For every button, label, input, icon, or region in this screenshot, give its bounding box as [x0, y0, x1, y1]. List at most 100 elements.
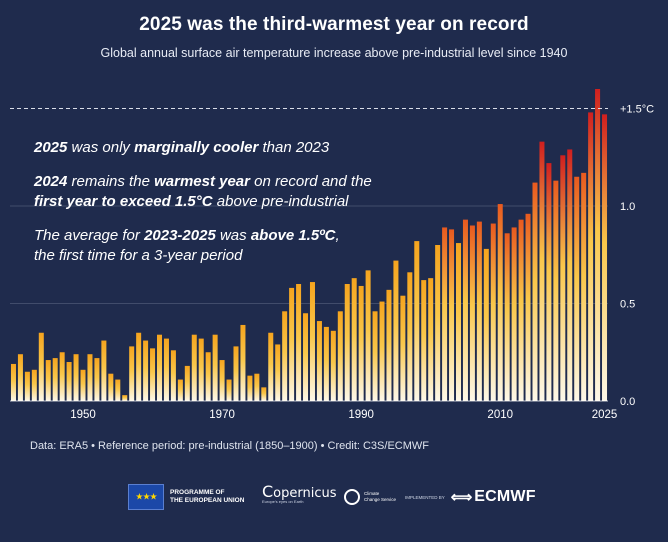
bar-1980 — [289, 287, 295, 401]
bar-1976 — [261, 387, 267, 401]
bar-1975 — [254, 373, 260, 401]
bar-1978 — [275, 344, 281, 401]
bar-2019 — [560, 155, 566, 401]
annotation-3yr-average: The average for 2023-2025 was above 1.5º… — [34, 227, 340, 264]
x-tick-1990: 1990 — [348, 409, 374, 421]
eu-flag-icon: ★★★ — [128, 484, 164, 510]
bar-1952 — [94, 358, 100, 401]
bar-1951 — [87, 354, 93, 401]
bar-1970 — [219, 360, 225, 401]
bar-1955 — [115, 379, 121, 401]
bar-1979 — [282, 311, 288, 401]
bar-2002 — [442, 227, 448, 401]
bar-1966 — [191, 334, 197, 401]
bar-1981 — [296, 284, 302, 401]
bar-1988 — [344, 284, 350, 401]
bar-1942 — [24, 371, 30, 401]
bar-2009 — [490, 223, 496, 401]
bar-1994 — [386, 289, 392, 401]
bar-2005 — [462, 219, 468, 401]
bar-1944 — [38, 332, 44, 401]
bar-1991 — [365, 270, 371, 401]
bar-2006 — [469, 225, 475, 401]
bar-1990 — [358, 285, 364, 401]
bar-2012 — [511, 227, 517, 401]
bar-1940 — [10, 363, 16, 401]
bar-2023 — [588, 112, 594, 402]
ecmwf-logo: IMPLEMENTED BY ⟺ ECMWF — [405, 488, 536, 506]
bar-1982 — [303, 313, 309, 401]
bar-2017 — [546, 163, 552, 401]
bar-2015 — [532, 182, 538, 401]
climate-globe-icon — [344, 489, 360, 505]
bar-1973 — [240, 324, 246, 401]
x-tick-1970: 1970 — [209, 409, 235, 421]
bar-1989 — [351, 278, 357, 401]
annotation-2025: 2025 was only marginally cooler than 202… — [34, 139, 330, 156]
c3s-logo: Climate Change Service — [344, 482, 396, 512]
bar-1949 — [73, 354, 79, 401]
bar-1943 — [31, 369, 37, 401]
bar-1986 — [330, 330, 336, 401]
bar-1996 — [400, 295, 406, 401]
copernicus-logo: Copernicus Europe's eyes on Earth — [262, 482, 337, 504]
bar-1999 — [421, 280, 427, 401]
bar-1956 — [122, 395, 128, 401]
x-tick-2025: 2025 — [592, 409, 618, 421]
bar-1968 — [205, 352, 211, 401]
bar-2022 — [581, 172, 587, 401]
bar-1998 — [414, 241, 420, 401]
copernicus-c-icon: C — [262, 482, 274, 501]
bar-1963 — [170, 350, 176, 401]
y-tick-0.0: 0.0 — [620, 396, 635, 408]
bar-2024 — [595, 89, 601, 401]
bar-1995 — [393, 260, 399, 401]
eu-programme-logo: ★★★ PROGRAMME OF THE EUROPEAN UNION — [128, 482, 244, 512]
bar-1974 — [247, 375, 253, 401]
bar-2000 — [428, 278, 434, 401]
bar-2014 — [525, 213, 531, 401]
chart-title: 2025 was the third-warmest year on recor… — [139, 14, 529, 35]
bar-2010 — [497, 204, 503, 401]
bar-1993 — [379, 301, 385, 401]
bar-2003 — [449, 229, 455, 401]
bar-2004 — [456, 243, 462, 401]
bar-1959 — [143, 340, 149, 401]
bar-1941 — [17, 354, 23, 401]
bar-1965 — [184, 365, 190, 401]
bar-1957 — [129, 346, 135, 401]
bar-1954 — [108, 373, 114, 401]
bar-1967 — [198, 338, 204, 401]
bar-1945 — [45, 360, 51, 401]
bar-2001 — [435, 245, 441, 401]
bar-2011 — [504, 233, 510, 401]
bar-2018 — [553, 180, 559, 401]
bar-2013 — [518, 219, 524, 401]
bar-1961 — [157, 334, 163, 401]
data-credit-note: Data: ERA5 • Reference period: pre-indus… — [30, 440, 429, 452]
bar-1946 — [52, 358, 58, 401]
bar-1947 — [59, 352, 65, 401]
y-tick-0.5: 0.5 — [620, 299, 635, 311]
x-tick-2010: 2010 — [487, 409, 513, 421]
chart-subtitle: Global annual surface air temperature in… — [100, 46, 568, 60]
bar-1962 — [163, 338, 169, 401]
bar-1960 — [150, 348, 156, 401]
bar-1950 — [80, 369, 86, 401]
reference-line-label: +1.5°C — [620, 104, 654, 116]
bar-2025 — [602, 114, 608, 401]
bar-1971 — [226, 379, 232, 401]
bar-2016 — [539, 141, 545, 401]
bar-1992 — [372, 311, 378, 401]
partner-logos: ★★★ PROGRAMME OF THE EUROPEAN UNION Cope… — [0, 482, 668, 516]
annotation-2024: 2024 remains the warmest year on record … — [34, 173, 372, 210]
bar-2020 — [567, 149, 573, 401]
bar-2008 — [483, 248, 489, 401]
bar-1958 — [136, 332, 142, 401]
bar-1983 — [309, 282, 315, 401]
bar-1997 — [407, 272, 413, 401]
bar-1984 — [316, 321, 322, 401]
x-tick-1950: 1950 — [70, 409, 96, 421]
bar-1977 — [268, 332, 274, 401]
